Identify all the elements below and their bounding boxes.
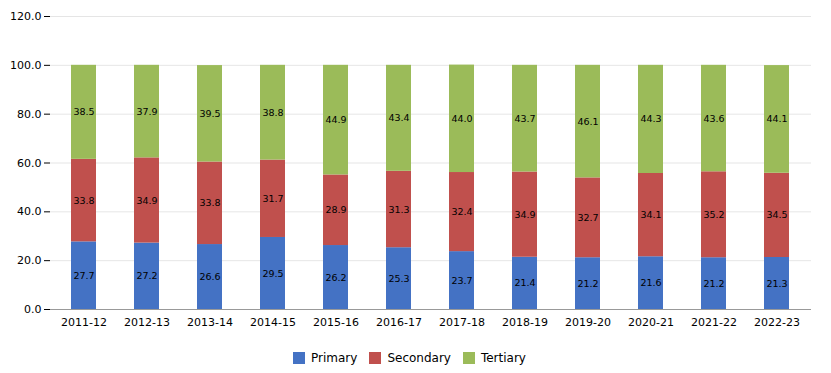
svg-text:21.6: 21.6 <box>640 277 661 288</box>
svg-text:40.0: 40.0 <box>17 205 42 218</box>
svg-text:32.4: 32.4 <box>451 206 472 217</box>
svg-text:43.4: 43.4 <box>388 112 409 123</box>
svg-text:27.2: 27.2 <box>136 270 157 281</box>
svg-text:38.5: 38.5 <box>73 106 94 117</box>
svg-text:34.5: 34.5 <box>766 209 787 220</box>
svg-text:34.9: 34.9 <box>136 195 157 206</box>
svg-text:26.2: 26.2 <box>325 272 346 283</box>
svg-text:80.0: 80.0 <box>17 108 42 121</box>
html-text:Secondary: Secondary <box>387 350 451 365</box>
svg-text:23.7: 23.7 <box>451 275 472 286</box>
svg-text:31.7: 31.7 <box>262 193 283 204</box>
svg-text:120.0: 120.0 <box>10 10 42 23</box>
svg-text:0.0: 0.0 <box>24 303 42 316</box>
svg-text:43.6: 43.6 <box>703 113 724 124</box>
svg-text:33.8: 33.8 <box>73 195 94 206</box>
svg-text:27.7: 27.7 <box>73 270 94 281</box>
svg-text:2016-17: 2016-17 <box>376 316 422 329</box>
svg-text:2014-15: 2014-15 <box>250 316 296 329</box>
svg-text:39.5: 39.5 <box>199 108 220 119</box>
svg-text:2015-16: 2015-16 <box>313 316 359 329</box>
svg-text:29.5: 29.5 <box>262 268 283 279</box>
svg-text:2022-23: 2022-23 <box>754 316 800 329</box>
svg-text:60.0: 60.0 <box>17 157 42 170</box>
svg-text:37.9: 37.9 <box>136 106 157 117</box>
svg-text:2018-19: 2018-19 <box>502 316 548 329</box>
svg-text:2020-21: 2020-21 <box>628 316 674 329</box>
svg-text:43.7: 43.7 <box>514 113 535 124</box>
svg-text:28.9: 28.9 <box>325 204 346 215</box>
svg-text:21.2: 21.2 <box>577 278 598 289</box>
html-text:Primary: Primary <box>311 350 358 365</box>
svg-text:2017-18: 2017-18 <box>439 316 485 329</box>
svg-text:38.8: 38.8 <box>262 107 283 118</box>
svg-text:2012-13: 2012-13 <box>124 316 170 329</box>
svg-text:20.0: 20.0 <box>17 254 42 267</box>
svg-text:2019-20: 2019-20 <box>565 316 611 329</box>
svg-text:46.1: 46.1 <box>577 116 598 127</box>
svg-text:21.4: 21.4 <box>514 277 535 288</box>
svg-text:44.1: 44.1 <box>766 113 787 124</box>
html-text:Tertiary: Tertiary <box>480 350 526 365</box>
svg-text:31.3: 31.3 <box>388 204 409 215</box>
svg-text:21.3: 21.3 <box>766 278 787 289</box>
svg-text:100.0: 100.0 <box>10 59 42 72</box>
svg-text:2011-12: 2011-12 <box>61 316 107 329</box>
svg-text:34.1: 34.1 <box>640 209 661 220</box>
svg-text:34.9: 34.9 <box>514 209 535 220</box>
svg-text:44.3: 44.3 <box>640 113 661 124</box>
svg-text:26.6: 26.6 <box>199 271 220 282</box>
svg-text:25.3: 25.3 <box>388 273 409 284</box>
svg-text:2013-14: 2013-14 <box>187 316 233 329</box>
svg-text:33.8: 33.8 <box>199 197 220 208</box>
svg-text:21.2: 21.2 <box>703 278 724 289</box>
svg-text:44.9: 44.9 <box>325 114 346 125</box>
svg-text:32.7: 32.7 <box>577 212 598 223</box>
svg-text:35.2: 35.2 <box>703 209 724 220</box>
svg-text:2021-22: 2021-22 <box>691 316 737 329</box>
svg-text:44.0: 44.0 <box>451 113 472 124</box>
